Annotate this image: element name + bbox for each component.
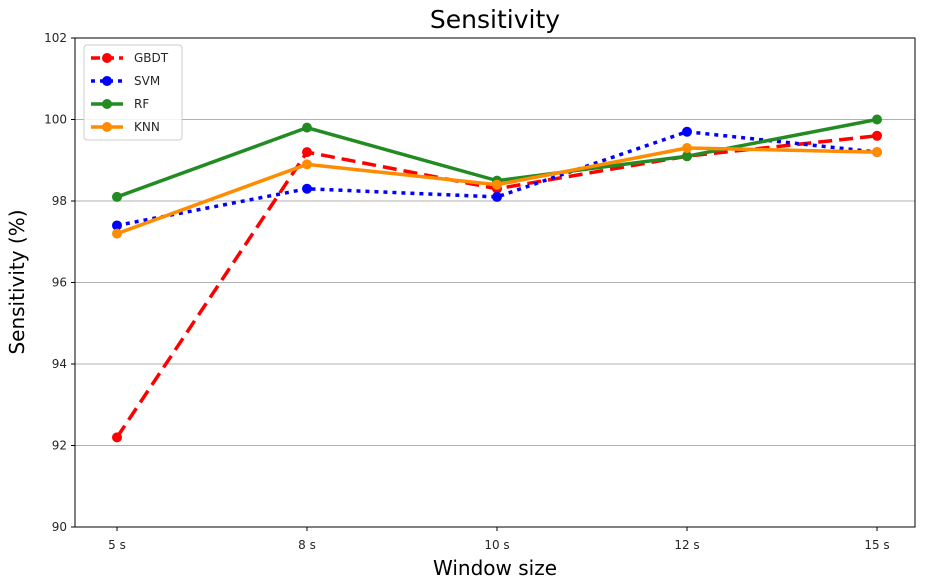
data-point-svm: [492, 191, 502, 202]
x-tick-label: 12 s: [674, 538, 699, 552]
y-tick-label: 96: [52, 276, 67, 290]
y-axis-label: Sensitivity (%): [5, 209, 29, 354]
data-point-svm: [682, 126, 692, 137]
legend: GBDT SVM RF KNN: [83, 44, 183, 141]
y-tick-label: 90: [52, 520, 67, 534]
data-point-rf: [112, 191, 122, 202]
x-tick-label: 5 s: [108, 538, 126, 552]
data-point-svm: [302, 183, 312, 194]
x-tick-label: 8 s: [298, 538, 316, 552]
y-tick-label: 102: [44, 31, 67, 45]
series-knn: [112, 143, 882, 239]
data-point-svm: [112, 220, 122, 231]
legend-marker-svm: [102, 76, 112, 86]
legend-label-svm: SVM: [134, 74, 160, 88]
x-axis: 5 s 8 s 10 s 12 s 15 s: [108, 527, 890, 552]
y-axis: 90 92 94 96 98 100 102: [44, 31, 75, 534]
data-point-knn: [872, 147, 882, 158]
data-point-knn: [492, 179, 502, 190]
legend-label-knn: KNN: [134, 120, 160, 134]
legend-marker-rf: [102, 99, 112, 109]
legend-marker-gbdt: [102, 53, 112, 63]
data-point-rf: [872, 114, 882, 125]
data-point-gbdt: [112, 432, 122, 443]
x-tick-label: 10 s: [484, 538, 509, 552]
data-point-gbdt: [872, 130, 882, 141]
data-point-rf: [682, 151, 692, 162]
data-point-rf: [302, 122, 312, 133]
y-tick-label: 94: [52, 357, 67, 371]
legend-label-gbdt: GBDT: [134, 51, 169, 65]
grid-lines: [75, 119, 915, 446]
x-tick-label: 15 s: [864, 538, 889, 552]
data-point-gbdt: [302, 147, 312, 158]
data-point-knn: [682, 143, 692, 154]
chart-title: Sensitivity: [430, 5, 560, 34]
y-tick-label: 92: [52, 439, 67, 453]
series-layer: [112, 114, 882, 443]
data-point-knn: [302, 159, 312, 170]
legend-marker-knn: [102, 122, 112, 132]
x-axis-label: Window size: [433, 556, 557, 580]
y-tick-label: 100: [44, 113, 67, 127]
y-tick-label: 98: [52, 194, 67, 208]
series-line-svm: [116, 129, 878, 228]
legend-label-rf: RF: [134, 97, 149, 111]
data-point-knn: [112, 228, 122, 239]
legend-box: [83, 44, 183, 141]
